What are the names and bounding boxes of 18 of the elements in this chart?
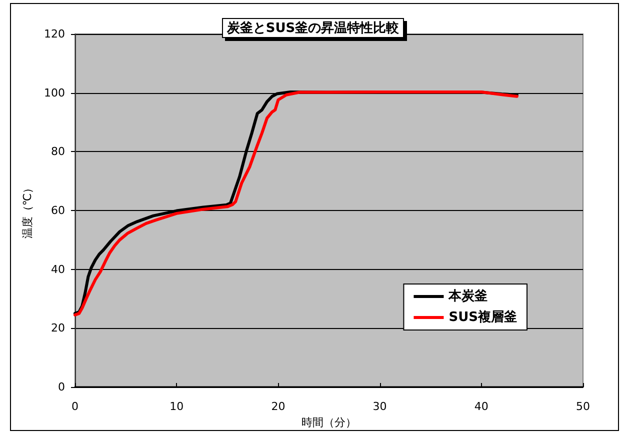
x-tick-label: 40: [474, 400, 488, 413]
x-tick-label: 0: [72, 400, 78, 413]
x-tick-label: 10: [170, 400, 184, 413]
chart-title: 炭釜とSUS釜の昇温特性比較: [226, 21, 400, 36]
legend-label: SUS複層釜: [448, 309, 518, 325]
y-tick-label: 60: [51, 204, 65, 217]
y-tick-label: 80: [51, 145, 65, 158]
y-axis-title: 温度（℃）: [21, 182, 34, 239]
legend-label: 本炭釜: [448, 289, 488, 304]
x-tick-label: 20: [271, 400, 286, 413]
y-tick-label: 120: [44, 28, 65, 40]
y-tick-label: 0: [58, 380, 65, 394]
x-tick-label: 50: [576, 400, 590, 413]
y-tick-label: 40: [51, 262, 65, 276]
x-axis-title: 時間（分）: [302, 416, 356, 429]
y-tick-label: 100: [44, 86, 65, 100]
x-tick-label: 30: [372, 400, 387, 413]
y-tick-label: 20: [51, 322, 65, 335]
